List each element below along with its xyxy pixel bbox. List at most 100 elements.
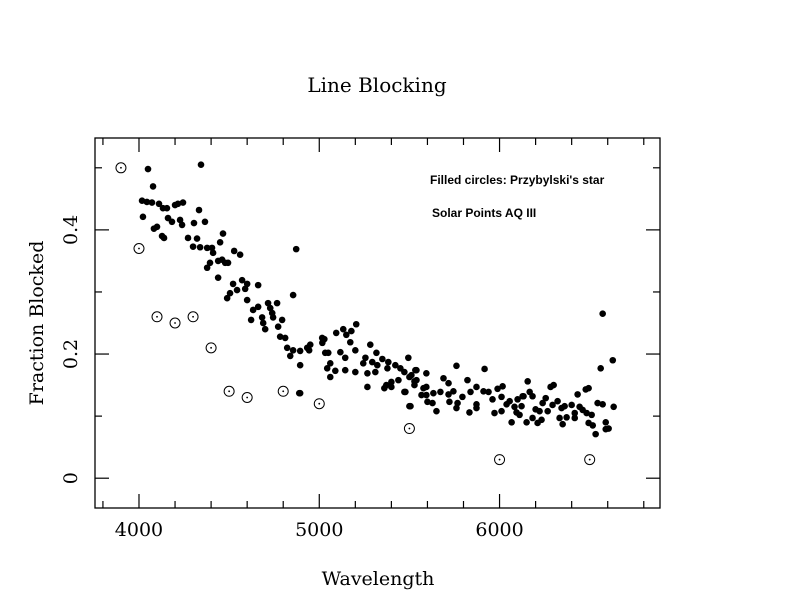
legend-solar: Solar Points AQ III bbox=[432, 206, 536, 220]
star-data-point bbox=[407, 402, 414, 410]
tick-labels: 4000 5000 6000 0 0.2 0.4 bbox=[60, 215, 524, 541]
star-data-point bbox=[503, 401, 510, 408]
star-data-point bbox=[385, 358, 392, 366]
star-data-point bbox=[276, 333, 284, 340]
star-data-point bbox=[289, 347, 297, 354]
star-data-point bbox=[214, 274, 222, 281]
star-data-point bbox=[429, 399, 436, 407]
star-data-point bbox=[544, 407, 551, 415]
star-data-point bbox=[408, 371, 415, 379]
solar-point-ring bbox=[187, 311, 199, 323]
solar-point-dot bbox=[282, 390, 285, 393]
star-data-point bbox=[373, 349, 380, 357]
star-data-point bbox=[494, 385, 501, 393]
star-data-point bbox=[610, 403, 617, 411]
solar-point-ring bbox=[205, 342, 217, 354]
star-data-point bbox=[464, 376, 471, 384]
star-data-point bbox=[273, 299, 281, 307]
star-data-point bbox=[588, 411, 595, 419]
star-data-point bbox=[392, 361, 399, 369]
star-data-point bbox=[341, 366, 349, 374]
solar-point-dot bbox=[210, 346, 213, 349]
star-data-point bbox=[437, 388, 444, 396]
solar-point-ring bbox=[169, 317, 181, 329]
star-data-point bbox=[599, 310, 606, 317]
star-data-point bbox=[582, 386, 590, 393]
star-data-point bbox=[346, 338, 354, 346]
solar-data-point bbox=[241, 391, 253, 403]
star-data-point bbox=[249, 306, 257, 314]
star-data-point bbox=[219, 230, 227, 237]
star-data-point bbox=[499, 383, 506, 390]
solar-point-ring bbox=[241, 391, 253, 403]
star-data-point bbox=[258, 314, 266, 321]
star-data-point bbox=[412, 366, 419, 374]
star-data-point bbox=[514, 396, 521, 403]
star-data-point bbox=[150, 225, 158, 232]
star-data-point bbox=[450, 387, 457, 395]
y-tick-label: 0 bbox=[60, 472, 82, 484]
star-data-point bbox=[337, 348, 344, 356]
star-data-point bbox=[254, 281, 262, 289]
star-data-point bbox=[524, 378, 531, 385]
star-data-point bbox=[143, 198, 151, 206]
star-data-point bbox=[233, 286, 241, 294]
star-data-point bbox=[556, 414, 563, 422]
solar-point-dot bbox=[588, 458, 591, 461]
solar-point-ring bbox=[133, 243, 145, 255]
plot-frame bbox=[94, 137, 661, 509]
star-data-point bbox=[286, 352, 294, 360]
star-data-point bbox=[453, 362, 460, 370]
star-data-point bbox=[402, 388, 409, 396]
chart-title: Line Blocking bbox=[307, 73, 446, 97]
axis-ticks bbox=[95, 138, 660, 508]
solar-data-point bbox=[313, 398, 325, 410]
star-data-point bbox=[144, 165, 152, 173]
star-data-point bbox=[364, 383, 371, 391]
star-data-point bbox=[296, 347, 304, 355]
star-data-point bbox=[149, 183, 157, 190]
star-data-point bbox=[259, 319, 267, 327]
star-data-point bbox=[536, 407, 543, 415]
star-data-point bbox=[433, 407, 440, 415]
star-data-point bbox=[230, 247, 238, 255]
star-data-point bbox=[281, 334, 289, 342]
solar-data-point bbox=[115, 162, 127, 174]
solar-point-dot bbox=[192, 315, 194, 318]
star-data-point bbox=[589, 422, 597, 429]
star-data-point bbox=[364, 369, 371, 377]
star-data-point bbox=[440, 374, 447, 382]
star-data-point bbox=[168, 218, 176, 226]
solar-data-point bbox=[187, 311, 199, 323]
star-data-point bbox=[568, 401, 575, 409]
solar-data-point bbox=[151, 311, 163, 323]
solar-data-point bbox=[133, 243, 145, 255]
star-data-point bbox=[226, 289, 234, 297]
star-data-point bbox=[155, 200, 163, 208]
solar-point-dot bbox=[228, 390, 231, 393]
star-data-point bbox=[520, 392, 527, 400]
solar-point-dot bbox=[318, 402, 321, 405]
star-data-point bbox=[236, 251, 244, 259]
star-data-point bbox=[374, 361, 381, 369]
star-data-point bbox=[326, 373, 334, 381]
star-data-point bbox=[424, 398, 431, 406]
star-data-point bbox=[368, 358, 376, 366]
star-data-point bbox=[201, 218, 209, 226]
x-tick-label: 6000 bbox=[475, 519, 523, 541]
star-data-point bbox=[224, 259, 232, 267]
star-data-point bbox=[178, 221, 186, 229]
star-data-point bbox=[179, 199, 187, 206]
star-data-point bbox=[534, 419, 541, 427]
star-data-point bbox=[176, 216, 184, 224]
star-data-point bbox=[341, 354, 349, 362]
star-data-point bbox=[529, 414, 536, 422]
star-data-point bbox=[559, 420, 566, 428]
star-data-point bbox=[264, 299, 272, 307]
star-data-point bbox=[243, 280, 251, 288]
star-data-point bbox=[592, 430, 599, 438]
star-data-point bbox=[266, 304, 274, 312]
star-data-point bbox=[539, 399, 546, 407]
star-data-point bbox=[274, 323, 282, 331]
